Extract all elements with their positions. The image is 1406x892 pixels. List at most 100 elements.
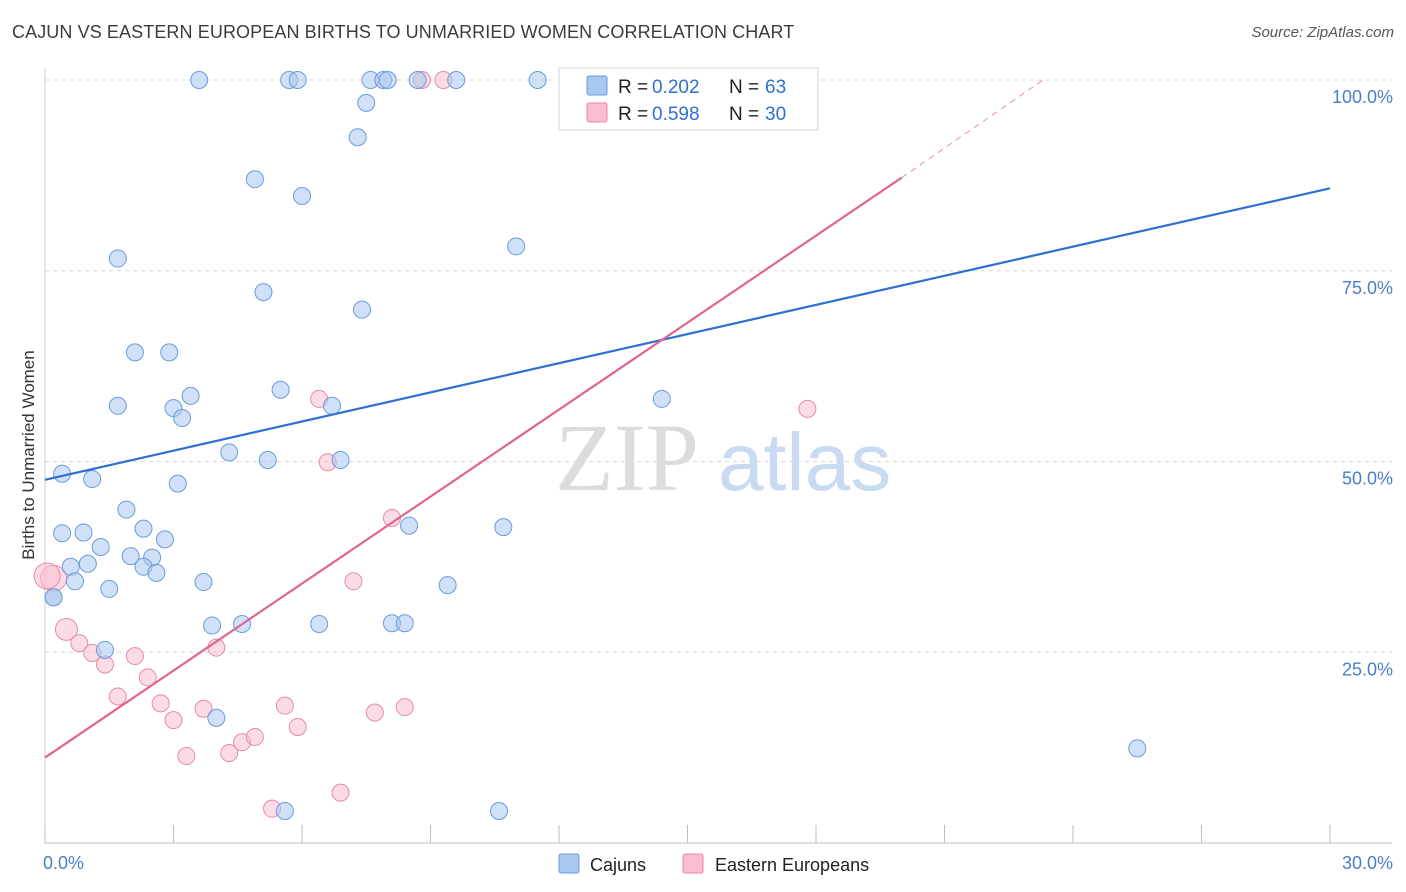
eastern-europeans-point-8: [125, 647, 144, 666]
legend-r-label-cajuns: R =: [618, 77, 648, 98]
legend-n-label-eastern-europeans: N =: [729, 104, 759, 125]
cajuns-point-61: [490, 801, 509, 820]
y-tick-label-2: 75.0%: [1342, 278, 1393, 298]
grid-lines: [45, 79, 1392, 653]
cajuns-point-24: [652, 389, 671, 408]
eastern-europeans-point-20: [288, 718, 307, 737]
eastern-europeans-point-11: [164, 711, 183, 730]
cajuns-point-39: [91, 537, 110, 556]
cajuns-point-52: [203, 616, 222, 635]
cajuns-point-7: [447, 71, 466, 89]
eastern-europeans-points: [33, 71, 817, 818]
eastern-europeans-point-17: [245, 727, 264, 746]
cajuns-point-19: [271, 380, 290, 399]
y-tick-label-0: 25.0%: [1342, 659, 1393, 679]
cajuns-point-5: [378, 71, 397, 89]
watermark-zip: ZIP: [555, 404, 699, 511]
cajuns-point-43: [78, 554, 97, 573]
bottom-legend-swatch-cajuns: [558, 853, 580, 874]
bottom-legend-label-cajuns: Cajuns: [590, 855, 646, 875]
eastern-europeans-point-27: [395, 698, 414, 717]
cajuns-point-23: [322, 396, 341, 415]
legend: R = 0.202 N = 63 R = 0.598 N = 30: [558, 67, 819, 131]
bottom-legend-swatch-eastern-europeans: [682, 853, 704, 874]
cajuns-point-57: [95, 640, 114, 659]
watermark: ZIP atlas: [555, 404, 891, 511]
axes: [44, 68, 1392, 844]
cajuns-point-15: [254, 283, 273, 302]
cajuns-point-26: [220, 443, 239, 462]
y-tick-label-3: 100.0%: [1332, 87, 1393, 107]
cajuns-point-30: [83, 470, 102, 489]
eastern-europeans-point-15: [220, 743, 239, 762]
watermark-atlas: atlas: [718, 417, 891, 508]
cajuns-point-40: [121, 547, 140, 566]
cajuns-point-45: [147, 563, 166, 582]
eastern-europeans-point-7: [108, 687, 127, 706]
cajuns-point-54: [310, 615, 329, 634]
cajuns-point-37: [494, 518, 513, 537]
cajuns-point-17: [125, 343, 144, 362]
legend-r-value-eastern-europeans: 0.598: [652, 104, 700, 125]
legend-n-value-cajuns: 63: [765, 77, 786, 98]
cajuns-point-13: [507, 237, 526, 256]
cajuns-point-51: [44, 588, 63, 607]
cajuns-point-0: [190, 71, 209, 89]
cajuns-point-56: [395, 614, 414, 633]
cajuns-point-32: [117, 500, 136, 519]
bottom-legend: Cajuns Eastern Europeans: [558, 853, 869, 875]
cajuns-point-47: [194, 573, 213, 592]
cajuns-point-38: [155, 530, 174, 549]
eastern-europeans-point-19: [275, 696, 294, 715]
chart-source: Source: ZipAtlas.com: [1251, 24, 1394, 41]
cajuns-point-49: [100, 579, 119, 598]
cajuns-point-21: [108, 396, 127, 415]
cajuns-point-35: [134, 519, 153, 538]
cajuns-point-59: [1128, 739, 1147, 758]
cajuns-point-34: [74, 523, 93, 542]
eastern-europeans-point-4: [70, 634, 89, 653]
x-tick-label-1: 30.0%: [1342, 853, 1393, 873]
eastern-europeans-trend-extension: [901, 79, 1044, 179]
eastern-europeans-point-13: [194, 699, 213, 718]
cajuns-point-11: [245, 170, 264, 189]
eastern-europeans-trend-line: [44, 176, 903, 759]
eastern-europeans-point-3: [54, 617, 78, 641]
cajuns-point-14: [108, 249, 127, 268]
cajuns-point-58: [207, 708, 226, 727]
eastern-europeans-point-10: [151, 694, 170, 713]
cajuns-point-8: [528, 71, 547, 89]
cajuns-point-62: [357, 93, 376, 112]
y-axis-label: Births to Unmarried Women: [19, 350, 38, 559]
cajuns-point-33: [53, 524, 72, 543]
cajuns-point-2: [288, 71, 307, 89]
legend-n-label-cajuns: N =: [729, 77, 759, 98]
cajuns-point-48: [438, 576, 457, 595]
legend-r-label-eastern-europeans: R =: [618, 104, 648, 125]
y-tick-labels: 25.0% 50.0% 75.0% 100.0%: [1332, 87, 1393, 679]
eastern-europeans-point-23: [331, 783, 350, 802]
cajuns-point-25: [173, 409, 192, 428]
eastern-europeans-point-24: [344, 572, 363, 591]
cajuns-point-20: [181, 386, 200, 405]
chart-title: CAJUN VS EASTERN EUROPEAN BIRTHS TO UNMA…: [12, 22, 795, 42]
cajuns-point-46: [65, 572, 84, 591]
cajuns-point-12: [293, 186, 311, 205]
cajuns-point-36: [400, 516, 419, 535]
x-tick-labels: 0.0% 30.0%: [43, 853, 1393, 873]
legend-swatch-cajuns: [586, 75, 608, 96]
legend-r-value-cajuns: 0.202: [652, 77, 700, 98]
cajuns-point-31: [168, 474, 187, 493]
eastern-europeans-point-9: [138, 668, 157, 687]
eastern-europeans-point-29: [33, 562, 61, 590]
legend-n-value-eastern-europeans: 30: [765, 104, 786, 125]
eastern-europeans-point-28: [798, 399, 817, 418]
eastern-europeans-point-12: [177, 747, 196, 766]
cajuns-trend-line: [44, 187, 1331, 481]
cajuns-point-10: [348, 128, 367, 147]
y-tick-label-1: 50.0%: [1342, 469, 1393, 489]
legend-swatch-eastern-europeans: [586, 102, 608, 123]
cajuns-point-28: [331, 450, 350, 469]
cajuns-point-6: [408, 71, 427, 89]
